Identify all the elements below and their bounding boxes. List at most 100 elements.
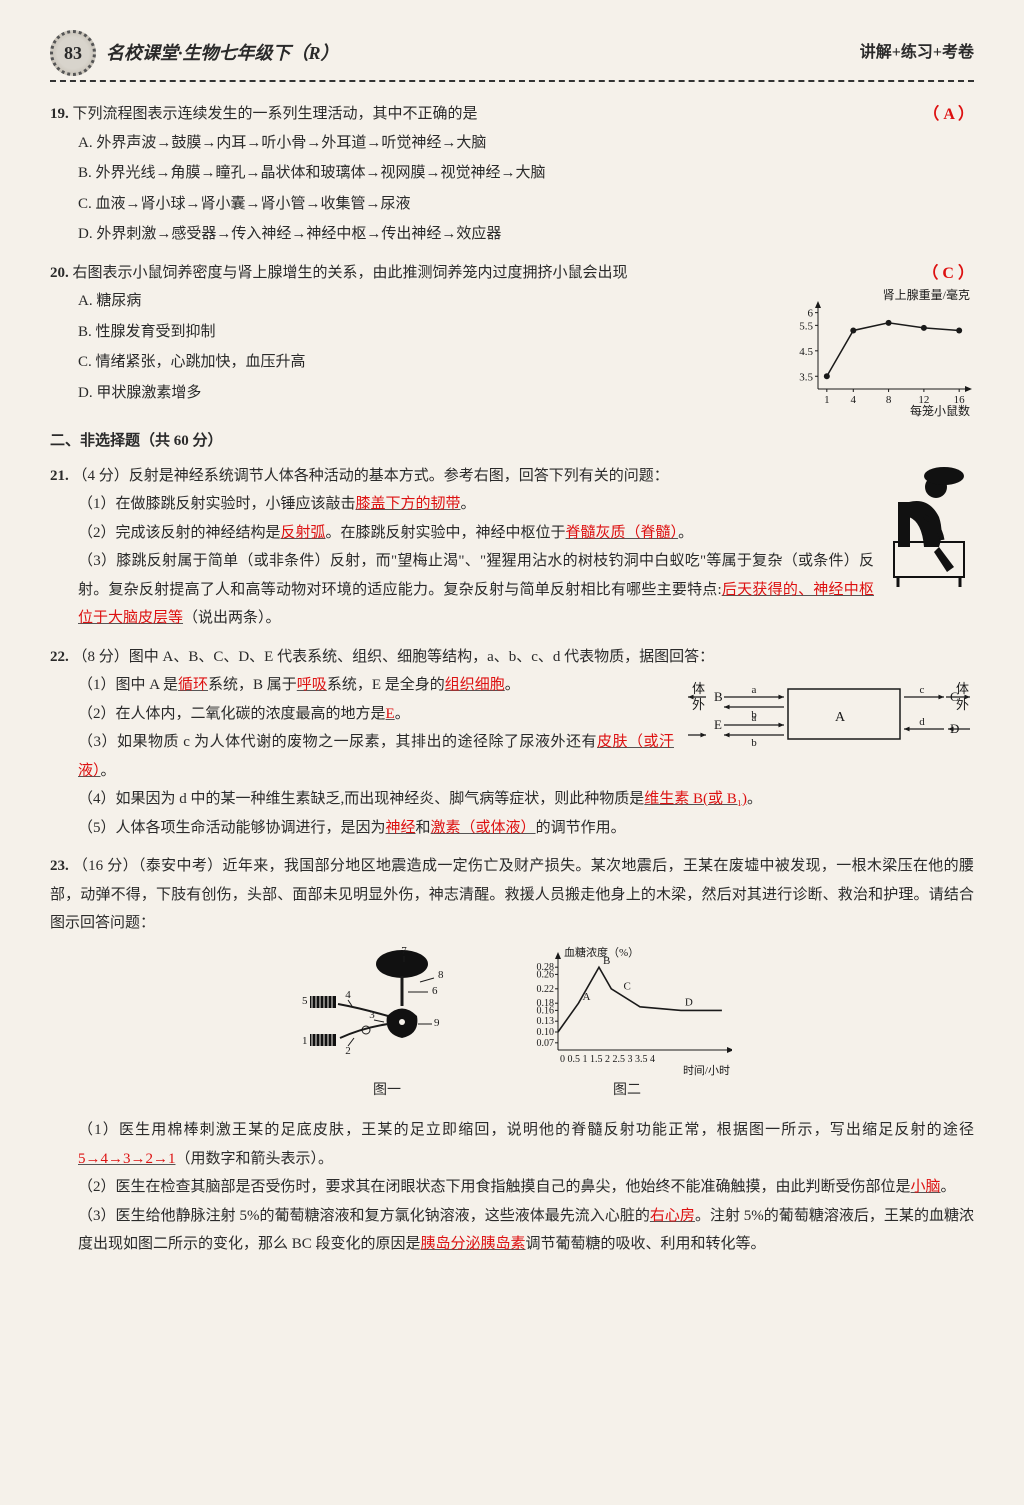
q23-fig2-wrap: 血糖浓度（%）时间/小时0.070.100.130.160.180.220.26… (522, 946, 732, 1105)
q22-p5-a: （5）人体各项生命活动能够协调进行，是因为 (78, 820, 386, 836)
svg-text:1: 1 (302, 1035, 308, 1047)
q21-p1: （1）在做膝跳反射实验时，小锤应该敲击膝盖下方的韧带。 (50, 490, 974, 519)
question-21: 21. （4 分）反射是神经系统调节人体各种活动的基本方式。参考右图，回答下列有… (50, 462, 974, 633)
svg-text:a: a (752, 684, 757, 696)
svg-text:9: 9 (434, 1017, 440, 1029)
q22-p5-b: 和 (416, 820, 431, 836)
svg-text:4: 4 (345, 989, 351, 1001)
q20-number: 20. (50, 265, 69, 281)
q21-intro-row: 21. （4 分）反射是神经系统调节人体各种活动的基本方式。参考右图，回答下列有… (50, 462, 974, 491)
q23-p2-ans: 小脑 (911, 1179, 941, 1195)
blood-sugar-chart: 血糖浓度（%）时间/小时0.070.100.130.160.180.220.26… (522, 946, 732, 1076)
svg-text:5: 5 (302, 995, 308, 1007)
svg-text:0.07: 0.07 (537, 1037, 555, 1048)
q22-intro: （8 分）图中 A、B、C、D、E 代表系统、组织、细胞等结构，a、b、c、d … (73, 649, 715, 665)
q23-p1-a: （1）医生用棉棒刺激王某的足底皮肤，王某的足立即缩回，说明他的脊髓反射功能正常，… (78, 1122, 974, 1138)
q22-p5-ans1: 神经 (386, 820, 416, 836)
q23-fig1-caption: 图一 (292, 1078, 482, 1105)
question-23: 23. （16 分）（泰安中考）近年来，我国部分地区地震造成一定伤亡及财产损失。… (50, 852, 974, 1259)
q22-intro-row: 22. （8 分）图中 A、B、C、D、E 代表系统、组织、细胞等结构，a、b、… (50, 643, 974, 672)
q23-p3-ans1: 右心房 (650, 1208, 695, 1224)
header-right: 讲解+练习+考卷 (860, 38, 974, 68)
q19-opt-c: C. 血液→肾小球→肾小囊→肾小管→收集管→尿液 (78, 190, 974, 219)
svg-text:B: B (714, 689, 723, 704)
q22-p1-ans1: 循环 (178, 677, 208, 693)
q22-p1-ans3: 组织细胞 (445, 677, 505, 693)
svg-text:4: 4 (851, 394, 857, 406)
q23-fig1-wrap: 789651432 图一 (292, 946, 482, 1105)
q21-p1-ans: 膝盖下方的韧带 (356, 496, 461, 512)
svg-text:3: 3 (369, 1009, 375, 1021)
svg-text:E: E (714, 717, 722, 732)
svg-text:B: B (603, 955, 610, 967)
q21-p2-ans1: 反射弧 (281, 525, 326, 541)
question-19: 19. 下列流程图表示连续发生的一系列生理活动，其中不正确的是 （ A ） A.… (50, 100, 974, 249)
q21-figure (884, 462, 974, 587)
q19-stem: 下列流程图表示连续发生的一系列生理活动，其中不正确的是 (73, 106, 478, 122)
q23-p1-ans: 5→4→3→2→1 (78, 1151, 176, 1167)
q22-p1-c: 系统，E 是全身的 (327, 677, 445, 693)
q22-p4-b: 。 (747, 791, 762, 807)
q22-p2-a: （2）在人体内，二氧化碳的浓度最高的地方是 (78, 706, 386, 722)
svg-text:1: 1 (824, 394, 830, 406)
q21-p2-ans2: 脊髓灰质（脊髓） (566, 525, 679, 541)
q19-answer-mark: （ A ） (923, 100, 974, 130)
q21-p2-b: 。在膝跳反射实验中，神经中枢位于 (326, 525, 566, 541)
q21-p3-b: （说出两条）。 (183, 610, 281, 626)
q23-p2-a: （2）医生在检查其脑部是否受伤时，要求其在闭眼状态下用食指触摸自己的鼻尖，他始终… (78, 1179, 911, 1195)
q21-p2: （2）完成该反射的神经结构是反射弧。在膝跳反射实验中，神经中枢位于脊髓灰质（脊髓… (50, 519, 974, 548)
q23-p2-b: 。 (941, 1179, 956, 1195)
question-22: 22. （8 分）图中 A、B、C、D、E 代表系统、组织、细胞等结构，a、b、… (50, 643, 974, 843)
q20-answer-mark: （ C ） (922, 259, 974, 289)
q23-intro-row: 23. （16 分）（泰安中考）近年来，我国部分地区地震造成一定伤亡及财产损失。… (50, 852, 974, 938)
q22-p5: （5）人体各项生命活动能够协调进行，是因为神经和激素（或体液）的调节作用。 (50, 814, 974, 843)
q22-p1-ans2: 呼吸 (297, 677, 327, 693)
q20-stem-row: 20. 右图表示小鼠饲养密度与肾上腺增生的关系，由此推测饲养笼内过度拥挤小鼠会出… (50, 259, 974, 288)
q23-p3-ans2: 胰岛分泌胰岛素 (421, 1236, 526, 1252)
svg-text:每笼小鼠数: 每笼小鼠数 (910, 403, 970, 417)
q23-p1-b: （用数字和箭头表示）。 (176, 1151, 334, 1167)
svg-text:3.5: 3.5 (799, 371, 813, 383)
q23-intro: （16 分）（泰安中考）近年来，我国部分地区地震造成一定伤亡及财产损失。某次地震… (50, 858, 974, 931)
q22-p3-a: （3）如果物质 c 为人体代谢的废物之一尿素，其排出的途径除了尿液外还有 (78, 734, 597, 750)
section-2-heading: 二、非选择题（共 60 分） (50, 427, 974, 456)
svg-text:8: 8 (886, 394, 892, 406)
q19-opt-a: A. 外界声波→鼓膜→内耳→听小骨→外耳道→听觉神经→大脑 (78, 129, 974, 158)
q23-fig2-caption: 图二 (522, 1078, 732, 1105)
q19-options: A. 外界声波→鼓膜→内耳→听小骨→外耳道→听觉神经→大脑 B. 外界光线→角膜… (50, 129, 974, 249)
q22-p4-a: （4）如果因为 d 中的某一种维生素缺乏,而出现神经炎、脚气病等症状，则此种物质… (78, 791, 644, 807)
svg-text:a: a (752, 712, 757, 724)
svg-text:6: 6 (432, 985, 438, 997)
q21-p3: （3）膝跳反射属于简单（或非条件）反射，而"望梅止渴"、"猩猩用沾水的树枝钓洞中… (50, 547, 974, 633)
q22-p4-ans: 维生素 B(或 B₁) (644, 791, 747, 807)
q23-p2: （2）医生在检查其脑部是否受伤时，要求其在闭眼状态下用食指触摸自己的鼻尖，他始终… (50, 1173, 974, 1202)
q22-p5-c: 的调节作用。 (536, 820, 626, 836)
q20-answer: C (942, 265, 954, 282)
svg-text:血糖浓度（%）: 血糖浓度（%） (564, 946, 639, 959)
q23-p3-c: 调节葡萄糖的吸收、利用和转化等。 (526, 1236, 766, 1252)
page-number-badge: 83 (50, 30, 96, 76)
q22-p1-d: 。 (505, 677, 520, 693)
q19-number: 19. (50, 106, 69, 122)
svg-text:b: b (751, 737, 757, 749)
svg-text:0.18: 0.18 (537, 998, 555, 1009)
svg-text:8: 8 (438, 969, 444, 981)
svg-text:0 0.5 1 1.5 2 2.5 3 3.5 4: 0 0.5 1 1.5 2 2.5 3 3.5 4 (560, 1054, 655, 1065)
q19-stem-row: 19. 下列流程图表示连续发生的一系列生理活动，其中不正确的是 （ A ） (50, 100, 974, 129)
question-20: 20. 右图表示小鼠饲养密度与肾上腺增生的关系，由此推测饲养笼内过度拥挤小鼠会出… (50, 259, 974, 418)
book-title: 名校课堂·生物七年级下（R） (106, 36, 339, 70)
q20-stem: 右图表示小鼠饲养密度与肾上腺增生的关系，由此推测饲养笼内过度拥挤小鼠会出现 (73, 265, 628, 281)
q22-number: 22. (50, 649, 69, 665)
svg-text:5.5: 5.5 (799, 320, 813, 332)
q21-intro: （4 分）反射是神经系统调节人体各种活动的基本方式。参考右图，回答下列有关的问题… (73, 468, 669, 484)
q23-number: 23. (50, 858, 69, 874)
svg-text:A: A (835, 710, 846, 725)
svg-text:C: C (623, 980, 630, 992)
q19-opt-d: D. 外界刺激→感受器→传入神经→神经中枢→传出神经→效应器 (78, 220, 974, 249)
svg-text:0.10: 0.10 (537, 1027, 555, 1038)
q21-p1-a: （1）在做膝跳反射实验时，小锤应该敲击 (78, 496, 356, 512)
q23-p1: （1）医生用棉棒刺激王某的足底皮肤，王某的足立即缩回，说明他的脊髓反射功能正常，… (50, 1116, 974, 1173)
svg-text:c: c (920, 684, 925, 696)
q21-p2-c: 。 (678, 525, 693, 541)
q21-p1-b: 。 (461, 496, 476, 512)
